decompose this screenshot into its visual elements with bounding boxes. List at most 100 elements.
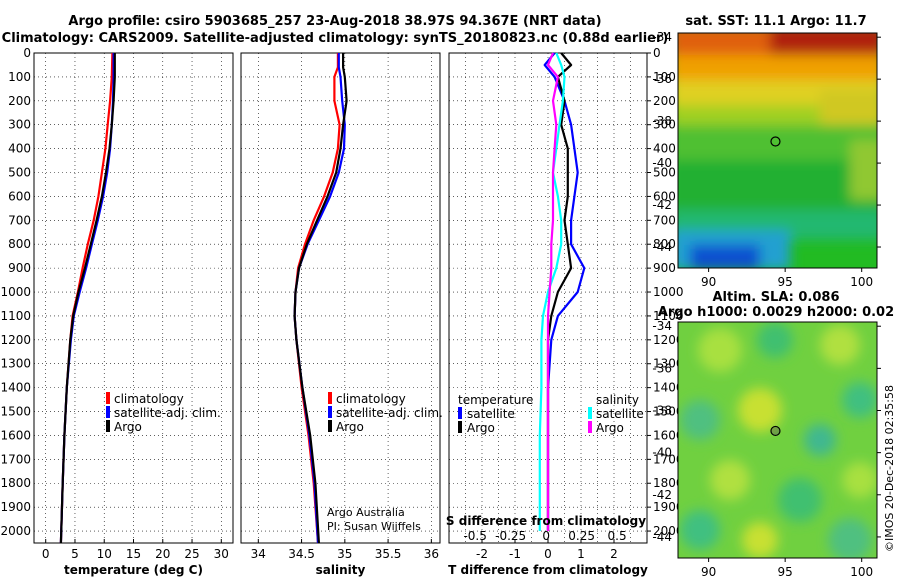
sla-map-title-2: Argo h1000: 0.0029 h2000: 0.02 <box>658 305 894 320</box>
y-tick-label: 1700 <box>653 452 684 466</box>
x-tick-label: 10 <box>97 547 112 561</box>
x-tick-label: 15 <box>126 547 141 561</box>
map-y-tick-label: -42 <box>652 488 672 502</box>
series-line-argo <box>59 53 116 544</box>
x-tick-label: 1 <box>577 547 585 561</box>
sst-field <box>678 33 877 268</box>
difference-temperature-legend: temperature satellite Argo <box>458 393 533 435</box>
y-tick-label: 1600 <box>0 428 31 442</box>
map-y-tick-label: -36 <box>652 72 672 86</box>
y-tick-label: 1300 <box>0 357 31 371</box>
series-line-s-satellite <box>538 52 566 531</box>
y-tick-label: 0 <box>653 46 661 60</box>
s-tick-label: -0.25 <box>495 529 526 543</box>
legend-label-t-argo: Argo <box>467 421 495 435</box>
legend-swatch-s-satellite <box>588 407 592 419</box>
x-tick-label: 35 <box>337 547 352 561</box>
y-tick-label: 300 <box>653 118 676 132</box>
y-tick-label: 1400 <box>653 381 684 395</box>
header-line2: Climatology: CARS2009. Satellite-adjuste… <box>2 31 669 46</box>
map-y-tick-label: -34 <box>652 319 672 333</box>
s-tick-label: 0 <box>542 529 550 543</box>
legend-label-satellite: satellite-adj. clim. <box>336 406 443 420</box>
map-x-tick-label: 100 <box>850 275 873 289</box>
sla-map: Altim. SLA: 0.086 Argo h1000: 0.0029 h20… <box>652 290 894 579</box>
s-tick-label: 0.5 <box>608 529 627 543</box>
y-tick-label: 700 <box>8 213 31 227</box>
y-tick-label: 1200 <box>653 333 684 347</box>
map-x-tick-label: 95 <box>778 275 793 289</box>
y-tick-label: 1500 <box>0 405 31 419</box>
plot-area <box>240 52 441 544</box>
map-y-tick-label: -36 <box>652 361 672 375</box>
y-tick-label: 800 <box>8 237 31 251</box>
x-tick-label: 30 <box>214 547 229 561</box>
y-tick-label: 2000 <box>653 524 684 538</box>
legend-swatch-climatology <box>328 392 332 404</box>
map-y-tick-label: -44 <box>652 530 672 544</box>
series-line-argo <box>293 53 348 544</box>
map-y-tick-label: -44 <box>652 240 672 254</box>
y-tick-label: 1100 <box>0 309 31 323</box>
y-tick-label: 500 <box>653 166 676 180</box>
x-tick-label: 25 <box>184 547 199 561</box>
legend-label-climatology: climatology <box>114 392 184 406</box>
y-tick-label: 400 <box>653 142 676 156</box>
credit-argo-australia: Argo Australia <box>327 506 405 519</box>
map-x-tick-label: 100 <box>850 565 873 579</box>
sla-float-marker <box>770 425 781 437</box>
y-tick-label: 800 <box>653 237 676 251</box>
y-tick-label: 600 <box>653 189 676 203</box>
y-tick-label: 1500 <box>653 405 684 419</box>
y-tick-label: 1700 <box>0 452 31 466</box>
x-tick-label: 2 <box>610 547 618 561</box>
y-tick-label: 1200 <box>0 333 31 347</box>
s-diff-axis-title: S difference from climatology <box>446 514 646 528</box>
y-tick-label: 1400 <box>0 381 31 395</box>
y-tick-label: 1900 <box>653 500 684 514</box>
legend-swatch-satellite <box>106 406 110 418</box>
legend-label-s-satellite: satellite <box>596 407 644 421</box>
y-tick-label: 1600 <box>653 428 684 442</box>
y-tick-label: 900 <box>653 261 676 275</box>
map-x-tick-label: 90 <box>701 275 716 289</box>
y-tick-label: 1000 <box>0 285 31 299</box>
x-tick-label: -2 <box>476 547 488 561</box>
y-tick-label: 500 <box>8 166 31 180</box>
y-tick-label: 0 <box>23 46 31 60</box>
difference-panel: 0100200300400500600700800900100011001200… <box>448 46 683 577</box>
x-tick-label: -1 <box>509 547 521 561</box>
sla-map-title-1: Altim. SLA: 0.086 <box>713 290 840 305</box>
salinity-panel: 34 34.5 35 35.5 36 salinity <box>240 52 441 577</box>
y-tick-label: 300 <box>8 118 31 132</box>
x-axis-label: temperature (deg C) <box>64 563 203 577</box>
legend-swatch-argo <box>106 420 110 432</box>
y-tick-label: 1300 <box>653 357 684 371</box>
legend-label-satellite: satellite-adj. clim. <box>114 406 221 420</box>
legend-label-t-satellite: satellite <box>467 407 515 421</box>
temperature-panel: 0100200300400500600700800900100011001200… <box>0 46 234 577</box>
legend-label-argo: Argo <box>114 420 142 434</box>
map-x-tick-label: 90 <box>701 565 716 579</box>
s-tick-label: -0.5 <box>463 529 486 543</box>
map-y-tick-label: -40 <box>652 446 672 460</box>
y-tick-label: 2000 <box>0 524 31 538</box>
header-line1: Argo profile: csiro 5903685_257 23-Aug-2… <box>68 14 601 29</box>
x-tick-label: 20 <box>155 547 170 561</box>
y-tick-label: 1000 <box>653 285 684 299</box>
x-tick-label: 34.5 <box>288 547 315 561</box>
y-tick-label: 1800 <box>653 476 684 490</box>
credit-pi: PI: Susan Wijffels <box>327 520 421 533</box>
map-y-tick-label: -40 <box>652 156 672 170</box>
map-y-tick-label: -42 <box>652 198 672 212</box>
s-tick-label: 0.25 <box>568 529 595 543</box>
y-tick-label: 600 <box>8 189 31 203</box>
y-tick-label: 1800 <box>0 476 31 490</box>
x-tick-label: 36 <box>424 547 439 561</box>
legend-title-temperature: temperature <box>458 393 533 407</box>
y-tick-label: 700 <box>653 213 676 227</box>
map-x-tick-label: 95 <box>778 565 793 579</box>
legend-swatch-argo <box>328 420 332 432</box>
legend-label-argo: Argo <box>336 420 364 434</box>
y-tick-label: 1100 <box>653 309 684 323</box>
